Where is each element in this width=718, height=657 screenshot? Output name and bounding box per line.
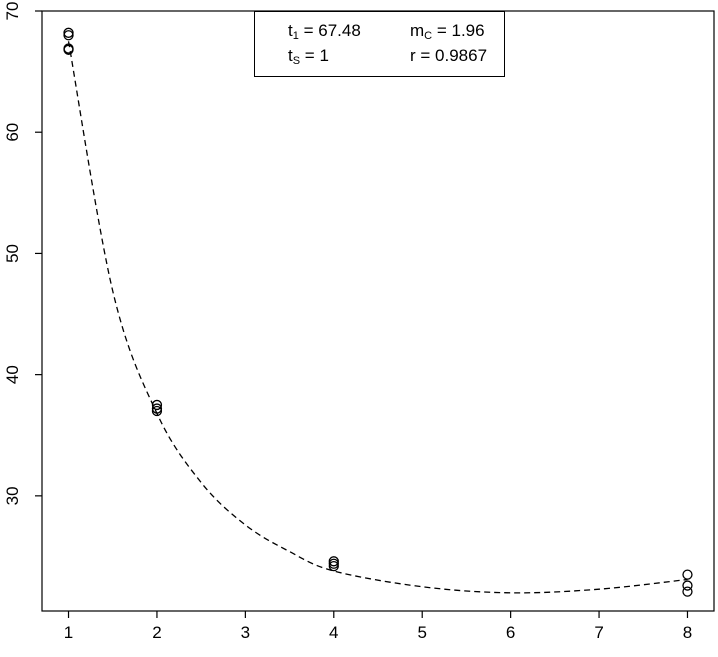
x-tick-label: 6	[506, 623, 515, 642]
x-tick-label: 2	[152, 623, 161, 642]
x-tick-label: 3	[241, 623, 250, 642]
data-point	[682, 569, 693, 580]
x-axis: 1 2 3 4 5 6 7 8	[64, 611, 692, 642]
x-tick-label: 8	[683, 623, 692, 642]
data-points	[63, 27, 693, 597]
data-point	[151, 399, 163, 411]
y-tick-label: 30	[3, 486, 22, 505]
y-tick-label: 60	[3, 123, 22, 142]
legend-r: r = 0.9867	[410, 46, 488, 65]
legend-mc: mC = 1.96	[410, 21, 485, 42]
plot-frame	[41, 10, 715, 612]
x-tick-label: 1	[64, 623, 73, 642]
data-point	[682, 580, 693, 591]
legend: t1 = 67.48 tS = 1 mC = 1.96 r = 0.9867	[254, 11, 505, 77]
data-point	[328, 558, 339, 569]
legend-ts: tS = 1	[288, 46, 329, 67]
x-tick-label: 5	[417, 623, 426, 642]
data-point	[63, 30, 74, 41]
y-tick-label: 70	[3, 2, 22, 21]
legend-t1: t1 = 67.48	[288, 21, 361, 42]
y-axis: 30 40 50 60 70	[3, 2, 42, 505]
data-point	[63, 43, 74, 54]
y-tick-label: 50	[3, 244, 22, 263]
y-tick-label: 40	[3, 365, 22, 384]
fit-curve	[67, 41, 688, 594]
x-tick-label: 7	[594, 623, 603, 642]
data-point	[151, 403, 163, 414]
data-point	[682, 586, 693, 597]
x-tick-label: 4	[329, 623, 338, 642]
